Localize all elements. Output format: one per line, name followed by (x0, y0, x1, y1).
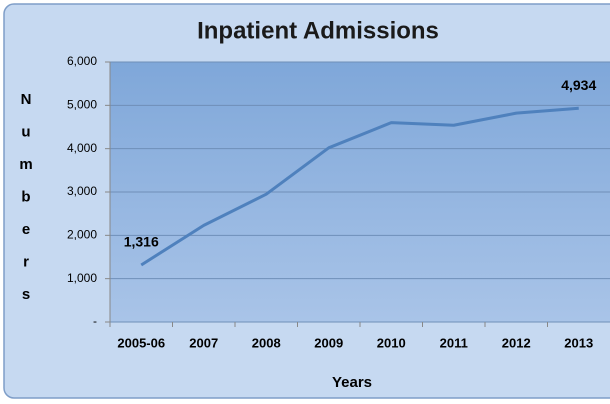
y-tick-label: - (93, 314, 97, 328)
y-tick-label: 3,000 (67, 184, 97, 198)
x-tick-label: 2010 (377, 335, 406, 350)
data-label: 1,316 (124, 234, 159, 250)
x-tick-label: 2005-06 (117, 335, 165, 350)
x-tick-label: 2012 (502, 335, 531, 350)
y-tick-label: 2,000 (67, 228, 97, 242)
data-label: 4,934 (561, 77, 596, 93)
x-tick-label: 2011 (440, 335, 468, 350)
x-tick-label: 2007 (189, 335, 218, 350)
x-tick-label: 2008 (252, 335, 281, 350)
x-tick-label: 2009 (314, 335, 343, 350)
x-axis-label: Years (332, 374, 372, 391)
y-tick-label: 6,000 (67, 54, 97, 68)
data-line (140, 106, 579, 267)
y-tick-label: 1,000 (67, 271, 97, 285)
y-tick-label: 4,000 (67, 141, 97, 155)
chart-title: Inpatient Admissions (197, 17, 439, 44)
x-tick-label: 2013 (564, 335, 593, 350)
y-tick-label: 5,000 (67, 98, 97, 112)
